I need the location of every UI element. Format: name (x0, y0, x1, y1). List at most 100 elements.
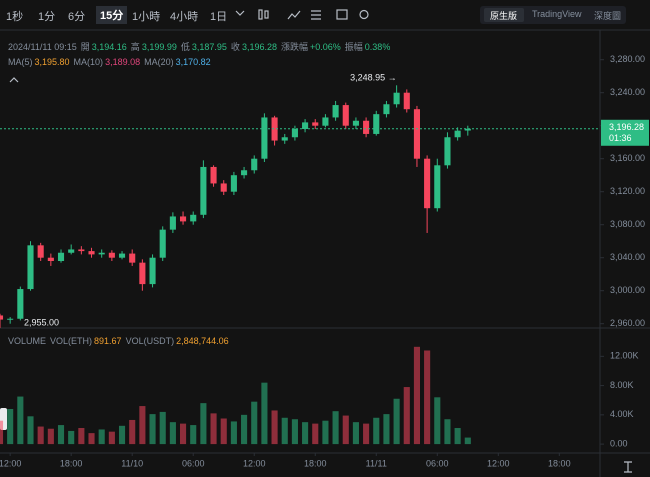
interval-button[interactable]: 1日 (210, 11, 228, 23)
candle-body (159, 229, 166, 258)
candle-body (413, 109, 420, 159)
volume-bar (169, 422, 176, 445)
layout-icon[interactable] (336, 9, 348, 20)
interval-button[interactable]: 1秒 (6, 11, 24, 23)
candle-body (139, 262, 146, 285)
x-tick-label: 06:00 (426, 458, 449, 468)
volume-name: VOL(USDT) (125, 336, 175, 346)
candle-body (291, 129, 298, 138)
axis-icon[interactable] (624, 461, 632, 473)
settings-icon[interactable] (359, 9, 369, 20)
interval-button[interactable]: 1小時 (132, 11, 161, 23)
volume-bar (342, 415, 349, 445)
candle-body (180, 216, 187, 222)
legend-value: 3,196.28 (241, 42, 277, 52)
volume-bar (220, 418, 227, 445)
y-tick-label: 3,160.00 (610, 153, 645, 163)
candle-body (129, 253, 136, 263)
volume-bar (271, 410, 278, 445)
volume-value: 2,848,744.06 (176, 336, 229, 346)
legend-value: +0.06% (310, 42, 341, 52)
volume-bar (78, 428, 85, 445)
candle-body (373, 114, 380, 134)
interval-button[interactable]: 15分 (96, 6, 128, 24)
volume-bar (180, 423, 187, 445)
volume-title: VOLUME (8, 336, 47, 346)
volume-bar (363, 423, 370, 445)
volume-bar (159, 411, 166, 445)
volume-bar (47, 428, 54, 445)
menu-icon[interactable] (311, 10, 321, 20)
volume-bar (393, 398, 400, 445)
x-tick-label: 18:00 (304, 458, 327, 468)
candle-body (424, 158, 431, 209)
volume-bar (373, 417, 380, 445)
candle-body (322, 117, 329, 126)
candle-body (454, 130, 461, 138)
candle-body (98, 252, 105, 255)
volume-bar (291, 419, 298, 445)
candle-body (169, 216, 176, 230)
volume-bar (424, 350, 431, 445)
dropdown-icon[interactable] (235, 10, 245, 16)
y-tick-label: 3,080.00 (610, 219, 645, 229)
candle-body (403, 92, 410, 110)
candle-body (27, 245, 34, 290)
ma-value: 3,189.08 (105, 57, 141, 67)
candle-body (210, 166, 217, 184)
volume-bar (261, 382, 268, 445)
x-tick-label: 11/10 (121, 458, 143, 468)
volume-name: VOL(ETH) (50, 336, 93, 346)
candle-body (7, 318, 14, 320)
view-tab[interactable]: 原生版 (490, 11, 518, 21)
candle-body (88, 251, 95, 255)
legend-time: 2024/11/11 09:15 (8, 42, 77, 52)
y-tick-label: 3,240.00 (610, 87, 645, 97)
candle-body (220, 183, 227, 192)
candle-body (464, 128, 471, 131)
volume-bar (454, 428, 461, 445)
y-tick-label: 3,000.00 (610, 285, 645, 295)
candle-body (342, 105, 349, 126)
ma-name: MA(10) (73, 57, 104, 67)
volume-bar (88, 433, 95, 445)
low-annotation: 2,955.00 (24, 317, 59, 327)
last-price-label: 3,196.28 (609, 122, 644, 132)
collapse-icon[interactable] (9, 77, 19, 83)
interval-button[interactable]: 1分 (38, 11, 56, 23)
ma-value: 3,195.80 (34, 57, 70, 67)
y-tick-label: 3,120.00 (610, 186, 645, 196)
ma-name: MA(20) (144, 57, 174, 67)
candle-icon[interactable] (258, 9, 263, 20)
view-tab[interactable]: TradingView (532, 9, 582, 19)
x-tick-label: 18:00 (548, 458, 571, 468)
ma-legend: MA(5) 3,195.80 MA(10) 3,189.08 MA(20) 3,170.8… (8, 57, 215, 67)
indicator-icon[interactable] (287, 10, 301, 20)
interval-button[interactable]: 6分 (68, 11, 86, 23)
legend-label: 低 (180, 42, 190, 52)
candle-body (37, 245, 44, 258)
volume-bar (0, 420, 4, 445)
volume-bar (108, 431, 115, 445)
candle-body (312, 122, 319, 126)
legend-value: 3,187.95 (191, 42, 227, 52)
interval-button[interactable]: 4小時 (170, 11, 199, 23)
volume-bar (139, 406, 146, 445)
volume-bar (68, 430, 75, 445)
candle-body (281, 137, 288, 141)
candle-body (352, 120, 359, 126)
volume-value: 891.67 (94, 336, 122, 346)
volume-bar (230, 421, 237, 445)
candle-body (332, 105, 339, 118)
candle-body (444, 137, 451, 166)
volume-bar (27, 416, 34, 445)
candle-body (434, 165, 441, 209)
volume-bar (444, 419, 451, 445)
view-tab[interactable]: 深度圖 (594, 11, 622, 21)
volume-bar (98, 429, 105, 445)
legend-label: 高 (130, 42, 140, 52)
volume-tick-label: 8.00K (610, 380, 634, 390)
volume-bar (332, 411, 339, 445)
candle-body (78, 249, 85, 252)
